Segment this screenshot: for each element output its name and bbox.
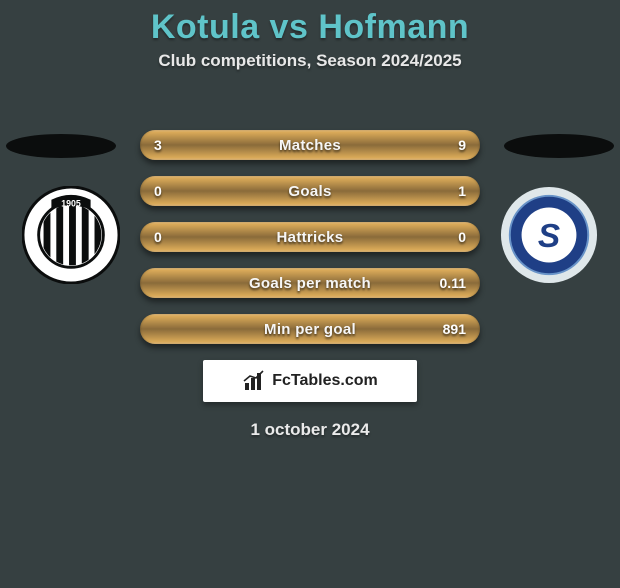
stat-value-right: 891 [443,321,466,337]
stat-label: Goals per match [249,275,371,292]
stat-value-left: 0 [154,229,162,245]
stat-row-hattricks: 0 Hattricks 0 [140,222,480,252]
stat-value-right: 0.11 [440,275,466,291]
bar-chart-icon [242,369,266,393]
stat-row-matches: 3 Matches 9 [140,130,480,160]
shadow-ellipse-left [6,134,116,158]
subtitle: Club competitions, Season 2024/2025 [0,51,620,71]
date-label: 1 october 2024 [140,420,480,440]
stat-row-goals: 0 Goals 1 [140,176,480,206]
stat-value-left: 0 [154,183,162,199]
stat-bars: 3 Matches 9 0 Goals 1 0 Hattricks 0 Goal… [140,130,480,440]
crest-left-svg: 1905 [22,186,120,284]
stat-value-right: 9 [458,137,466,153]
team-crest-left: 1905 [22,186,120,284]
stat-label: Goals [288,183,331,200]
shadow-ellipse-right [504,134,614,158]
brand-box[interactable]: FcTables.com [203,360,417,402]
page-title: Kotula vs Hofmann [0,8,620,47]
brand-label: FcTables.com [272,372,378,390]
crest-right-svg: S [500,186,598,284]
stat-label: Matches [279,137,341,154]
stat-value-right: 1 [458,183,466,199]
team-crest-right: S [500,186,598,284]
crest-left-year: 1905 [61,199,81,209]
stat-row-goals-per-match: Goals per match 0.11 [140,268,480,298]
stat-row-min-per-goal: Min per goal 891 [140,314,480,344]
crest-right-letter: S [538,218,560,255]
stat-value-right: 0 [458,229,466,245]
stat-label: Min per goal [264,321,356,338]
stat-value-left: 3 [154,137,162,153]
stat-label: Hattricks [277,229,344,246]
